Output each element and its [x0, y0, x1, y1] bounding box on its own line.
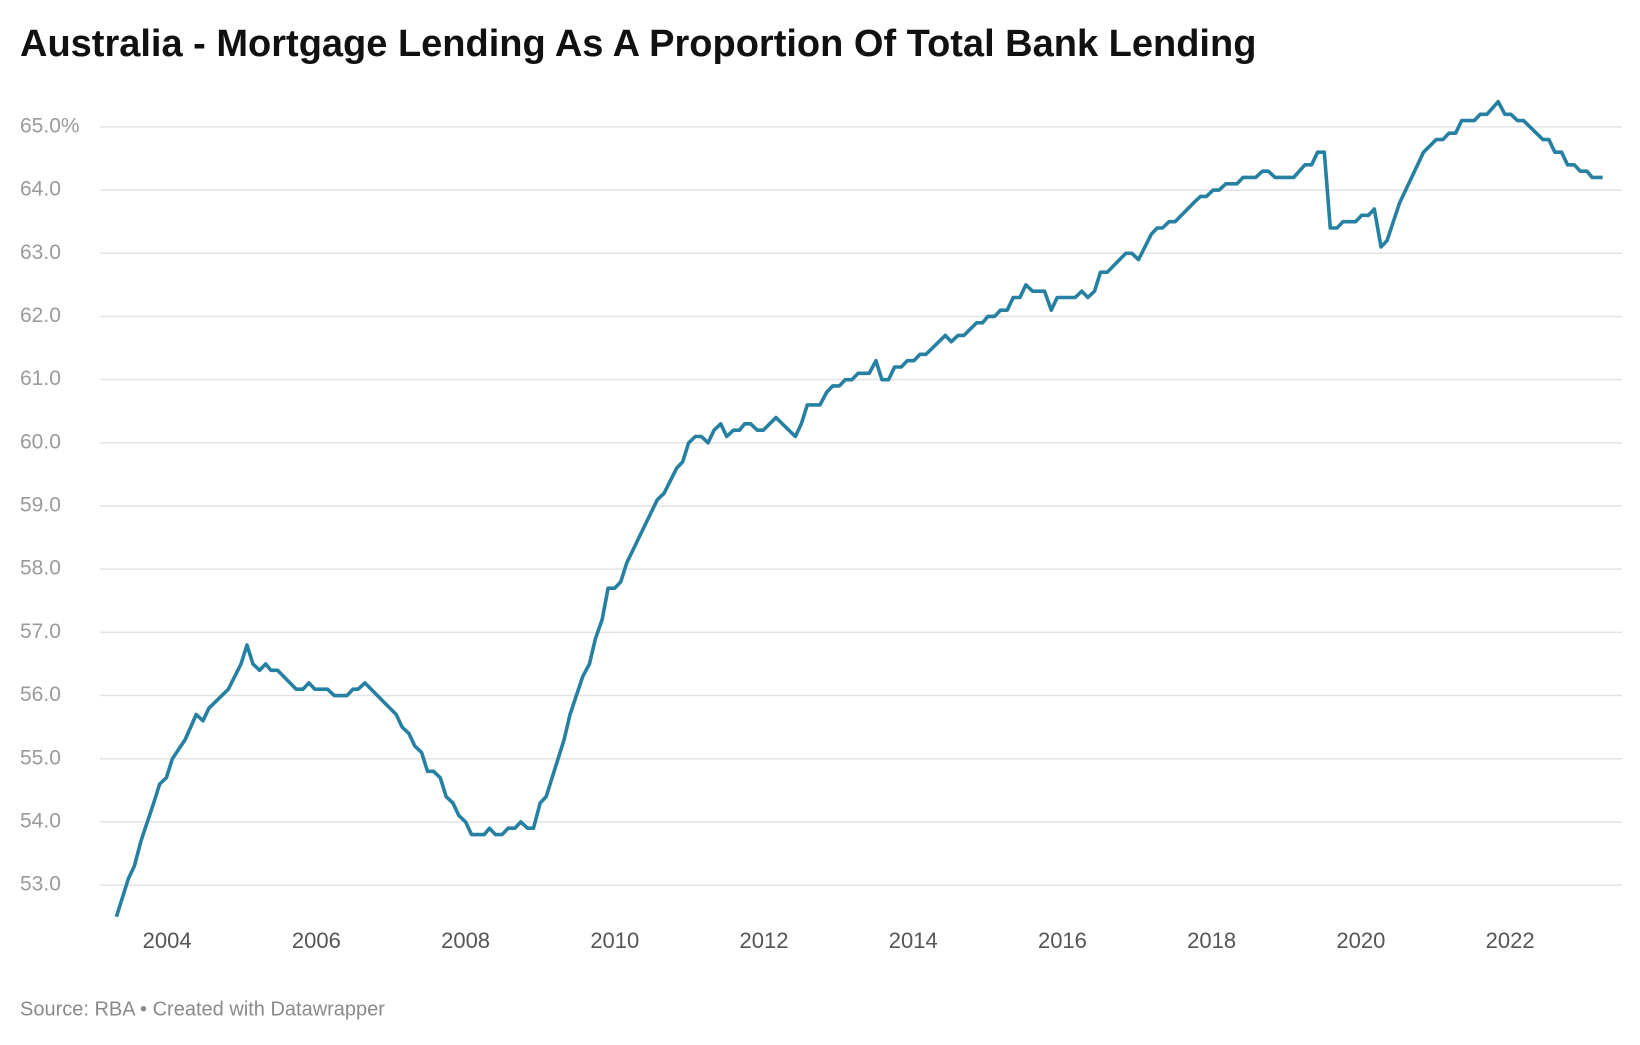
y-tick-label: 56.0 — [20, 683, 61, 706]
y-tick-label: 53.0 — [20, 873, 61, 896]
y-tick-label: 55.0 — [20, 746, 61, 769]
x-tick-label: 2012 — [740, 928, 789, 953]
y-tick-label: 62.0 — [20, 304, 61, 327]
x-tick-label: 2016 — [1038, 928, 1087, 953]
x-tick-label: 2022 — [1486, 928, 1535, 953]
x-tick-label: 2020 — [1336, 928, 1385, 953]
x-tick-label: 2010 — [590, 928, 639, 953]
y-tick-label: 58.0 — [20, 557, 61, 580]
x-tick-label: 2008 — [441, 928, 490, 953]
y-tick-label: 60.0 — [20, 430, 61, 453]
data-line — [114, 99, 1603, 918]
x-tick-label: 2014 — [889, 928, 938, 953]
y-tick-label: 61.0 — [20, 367, 61, 390]
y-tick-label: 57.0 — [20, 620, 61, 643]
y-tick-label: 65.0% — [20, 114, 80, 137]
y-tick-label: 54.0 — [20, 809, 61, 832]
source-note: Source: RBA • Created with Datawrapper — [20, 998, 385, 1020]
chart-title: Australia - Mortgage Lending As A Propor… — [20, 23, 1256, 65]
x-tick-label: 2004 — [143, 928, 192, 953]
x-tick-label: 2018 — [1187, 928, 1236, 953]
y-tick-label: 63.0 — [20, 241, 61, 264]
y-tick-label: 59.0 — [20, 494, 61, 517]
x-tick-label: 2006 — [292, 928, 341, 953]
y-tick-label: 64.0 — [20, 178, 61, 201]
